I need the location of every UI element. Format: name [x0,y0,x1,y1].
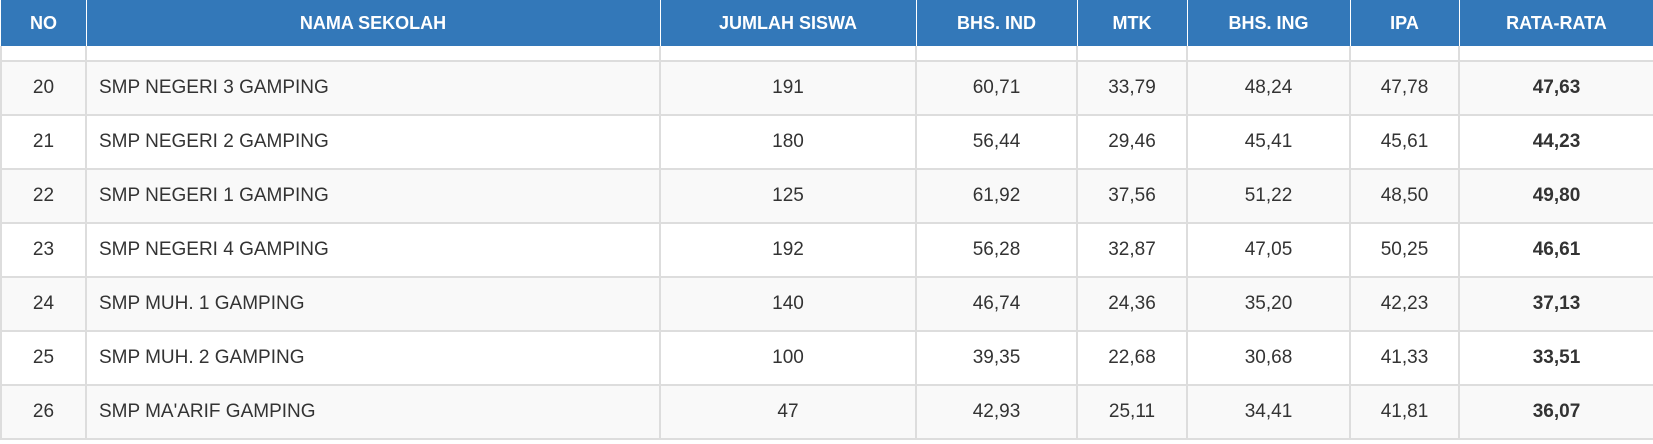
cell-nama-sekolah: SMP NEGERI 4 GAMPING [85,222,661,278]
cell-no: 24 [0,276,87,332]
table-row: 23 SMP NEGERI 4 GAMPING 192 56,28 32,87 … [0,222,1653,278]
cell-ipa: 50,25 [1349,222,1460,278]
table-header-row: NO NAMA SEKOLAH JUMLAH SISWA BHS. IND MT… [0,0,1653,46]
cell-mtk: 37,56 [1076,168,1188,224]
cell-bhs-ing: 34,41 [1186,384,1351,440]
cell-jumlah-siswa: 100 [659,330,917,386]
cell-rata-rata: 33,51 [1458,330,1653,386]
cell-ipa: 41,81 [1349,384,1460,440]
cell-mtk: 24,36 [1076,276,1188,332]
spacer-row [0,46,1653,62]
cell-bhs-ind: 39,35 [915,330,1078,386]
header-rata-rata[interactable]: RATA-RATA [1458,0,1653,46]
header-jumlah-siswa[interactable]: JUMLAH SISWA [659,0,917,46]
header-no[interactable]: NO [0,0,87,46]
cell-rata-rata: 47,63 [1458,60,1653,116]
table-row: 21 SMP NEGERI 2 GAMPING 180 56,44 29,46 … [0,114,1653,170]
cell-rata-rata: 46,61 [1458,222,1653,278]
cell-no: 21 [0,114,87,170]
cell-ipa: 42,23 [1349,276,1460,332]
cell-nama-sekolah: SMP MUH. 1 GAMPING [85,276,661,332]
header-ipa[interactable]: IPA [1349,0,1460,46]
cell-jumlah-siswa: 140 [659,276,917,332]
cell-mtk: 32,87 [1076,222,1188,278]
table-row: 22 SMP NEGERI 1 GAMPING 125 61,92 37,56 … [0,168,1653,224]
cell-ipa: 47,78 [1349,60,1460,116]
cell-nama-sekolah: SMP MUH. 2 GAMPING [85,330,661,386]
cell-bhs-ing: 47,05 [1186,222,1351,278]
header-bhs-ind[interactable]: BHS. IND [915,0,1078,46]
cell-no: 20 [0,60,87,116]
cell-ipa: 41,33 [1349,330,1460,386]
cell-jumlah-siswa: 47 [659,384,917,440]
cell-ipa: 45,61 [1349,114,1460,170]
cell-rata-rata: 44,23 [1458,114,1653,170]
cell-bhs-ind: 60,71 [915,60,1078,116]
cell-bhs-ind: 61,92 [915,168,1078,224]
cell-jumlah-siswa: 180 [659,114,917,170]
cell-bhs-ing: 48,24 [1186,60,1351,116]
cell-bhs-ing: 45,41 [1186,114,1351,170]
cell-no: 25 [0,330,87,386]
cell-bhs-ing: 51,22 [1186,168,1351,224]
cell-nama-sekolah: SMP MA'ARIF GAMPING [85,384,661,440]
cell-jumlah-siswa: 125 [659,168,917,224]
header-mtk[interactable]: MTK [1076,0,1188,46]
cell-bhs-ing: 35,20 [1186,276,1351,332]
cell-nama-sekolah: SMP NEGERI 3 GAMPING [85,60,661,116]
table-row: 25 SMP MUH. 2 GAMPING 100 39,35 22,68 30… [0,330,1653,386]
cell-no: 26 [0,384,87,440]
cell-mtk: 22,68 [1076,330,1188,386]
table-row: 20 SMP NEGERI 3 GAMPING 191 60,71 33,79 … [0,60,1653,116]
cell-bhs-ind: 56,28 [915,222,1078,278]
cell-nama-sekolah: SMP NEGERI 2 GAMPING [85,114,661,170]
header-bhs-ing[interactable]: BHS. ING [1186,0,1351,46]
cell-rata-rata: 36,07 [1458,384,1653,440]
cell-jumlah-siswa: 192 [659,222,917,278]
table-row: 24 SMP MUH. 1 GAMPING 140 46,74 24,36 35… [0,276,1653,332]
cell-rata-rata: 49,80 [1458,168,1653,224]
cell-bhs-ing: 30,68 [1186,330,1351,386]
cell-no: 23 [0,222,87,278]
cell-bhs-ind: 56,44 [915,114,1078,170]
cell-nama-sekolah: SMP NEGERI 1 GAMPING [85,168,661,224]
cell-mtk: 29,46 [1076,114,1188,170]
cell-bhs-ind: 46,74 [915,276,1078,332]
cell-rata-rata: 37,13 [1458,276,1653,332]
cell-ipa: 48,50 [1349,168,1460,224]
cell-no: 22 [0,168,87,224]
cell-jumlah-siswa: 191 [659,60,917,116]
table-row: 26 SMP MA'ARIF GAMPING 47 42,93 25,11 34… [0,384,1653,440]
cell-mtk: 25,11 [1076,384,1188,440]
cell-mtk: 33,79 [1076,60,1188,116]
header-nama-sekolah[interactable]: NAMA SEKOLAH [85,0,661,46]
table-body: 20 SMP NEGERI 3 GAMPING 191 60,71 33,79 … [0,46,1653,440]
cell-bhs-ind: 42,93 [915,384,1078,440]
